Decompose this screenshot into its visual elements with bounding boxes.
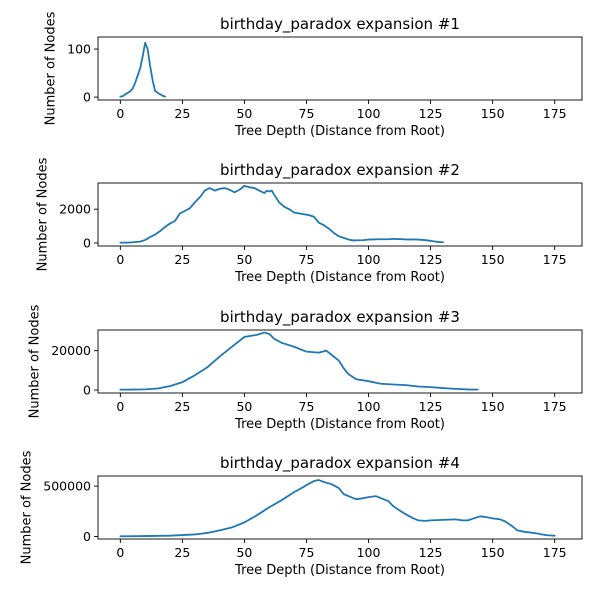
x-tick-label: 125: [419, 399, 443, 414]
x-tick-label: 175: [543, 399, 567, 414]
x-tick-label: 75: [299, 106, 315, 121]
y-axis-label: Number of Nodes: [20, 450, 35, 564]
y-tick-label: 0: [83, 235, 91, 250]
x-tick-label: 50: [236, 252, 252, 267]
axes-frame: [97, 36, 583, 101]
x-axis-label: Tree Depth (Distance from Root): [234, 563, 445, 578]
x-tick-label: 150: [481, 252, 505, 267]
y-tick-label: 0: [83, 383, 91, 398]
x-tick-label: 125: [419, 106, 443, 121]
y-tick-label: 2000: [59, 202, 91, 217]
x-tick-label: 150: [481, 106, 505, 121]
x-tick-label: 150: [481, 399, 505, 414]
x-tick-label: 175: [543, 545, 567, 560]
x-tick-label: 100: [357, 252, 381, 267]
y-axis-label: Number of Nodes: [28, 304, 43, 418]
x-tick-label: 100: [357, 399, 381, 414]
x-tick-label: 125: [419, 252, 443, 267]
x-tick-label: 50: [236, 399, 252, 414]
x-tick-label: 25: [174, 545, 190, 560]
x-tick-label: 175: [543, 106, 567, 121]
x-tick-label: 0: [116, 399, 124, 414]
x-tick-label: 25: [174, 106, 190, 121]
x-axis-label: Tree Depth (Distance from Root): [234, 124, 445, 139]
subplot-4: birthday_paradox expansion #4 0 25 50 75 100 1…: [20, 450, 583, 578]
x-axis-label: Tree Depth (Distance from Root): [234, 417, 445, 432]
x-tick-label: 100: [357, 106, 381, 121]
y-tick-label: 500000: [43, 479, 91, 494]
x-tick-label: 0: [116, 252, 124, 267]
y-axis-label: Number of Nodes: [43, 11, 58, 125]
series-line: [119, 41, 166, 98]
x-tick-label: 75: [299, 545, 315, 560]
chart-title: birthday_paradox expansion #4: [220, 454, 460, 473]
x-tick-label: 25: [174, 399, 190, 414]
chart-title: birthday_paradox expansion #2: [220, 161, 460, 180]
chart-title: birthday_paradox expansion #3: [220, 308, 460, 327]
axes-frame: [97, 182, 583, 247]
axes-frame: [97, 329, 583, 394]
subplot-2: birthday_paradox expansion #2 0 25 50 75 100 1…: [35, 157, 583, 285]
x-tick-label: 150: [481, 545, 505, 560]
series-line: [119, 479, 556, 538]
x-axis-label: Tree Depth (Distance from Root): [234, 270, 445, 285]
x-tick-label: 175: [543, 252, 567, 267]
x-tick-label: 50: [236, 545, 252, 560]
subplot-1: birthday_paradox expansion #1 0 25 50 75 100 1…: [43, 11, 583, 139]
y-tick-label: 0: [83, 529, 91, 544]
axes-frame: [97, 475, 583, 540]
x-tick-label: 0: [116, 545, 124, 560]
subplot-3: birthday_paradox expansion #3 0 25 50 75 100 1…: [28, 304, 583, 432]
x-tick-label: 50: [236, 106, 252, 121]
x-tick-label: 125: [419, 545, 443, 560]
series-line: [119, 184, 444, 244]
chart-title: birthday_paradox expansion #1: [220, 15, 460, 34]
x-tick-label: 25: [174, 252, 190, 267]
y-tick-label: 20000: [51, 343, 91, 358]
y-tick-label: 100: [67, 42, 91, 57]
x-tick-label: 0: [116, 106, 124, 121]
x-tick-label: 75: [299, 399, 315, 414]
x-tick-label: 75: [299, 252, 315, 267]
x-tick-label: 100: [357, 545, 381, 560]
series-line: [119, 331, 479, 391]
y-tick-label: 0: [83, 90, 91, 105]
y-axis-label: Number of Nodes: [35, 157, 50, 271]
